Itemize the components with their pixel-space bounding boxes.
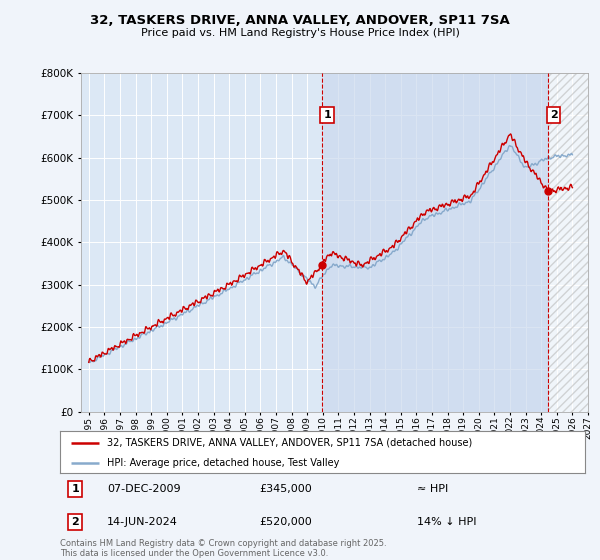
Text: 2: 2 [550, 110, 557, 120]
Text: 2: 2 [71, 517, 79, 527]
Text: 32, TASKERS DRIVE, ANNA VALLEY, ANDOVER, SP11 7SA: 32, TASKERS DRIVE, ANNA VALLEY, ANDOVER,… [90, 14, 510, 27]
Text: HPI: Average price, detached house, Test Valley: HPI: Average price, detached house, Test… [107, 458, 340, 468]
Text: 14-JUN-2024: 14-JUN-2024 [107, 517, 178, 527]
Text: 32, TASKERS DRIVE, ANNA VALLEY, ANDOVER, SP11 7SA (detached house): 32, TASKERS DRIVE, ANNA VALLEY, ANDOVER,… [107, 438, 473, 448]
Bar [322, 73, 548, 412]
Text: £345,000: £345,000 [260, 484, 312, 494]
Text: 14% ↓ HPI: 14% ↓ HPI [417, 517, 476, 527]
Text: 1: 1 [71, 484, 79, 494]
Text: 1: 1 [323, 110, 331, 120]
Text: ≈ HPI: ≈ HPI [417, 484, 448, 494]
Text: 07-DEC-2009: 07-DEC-2009 [107, 484, 181, 494]
Text: £520,000: £520,000 [260, 517, 312, 527]
Text: Contains HM Land Registry data © Crown copyright and database right 2025.
This d: Contains HM Land Registry data © Crown c… [60, 539, 386, 558]
Text: Price paid vs. HM Land Registry's House Price Index (HPI): Price paid vs. HM Land Registry's House … [140, 28, 460, 38]
